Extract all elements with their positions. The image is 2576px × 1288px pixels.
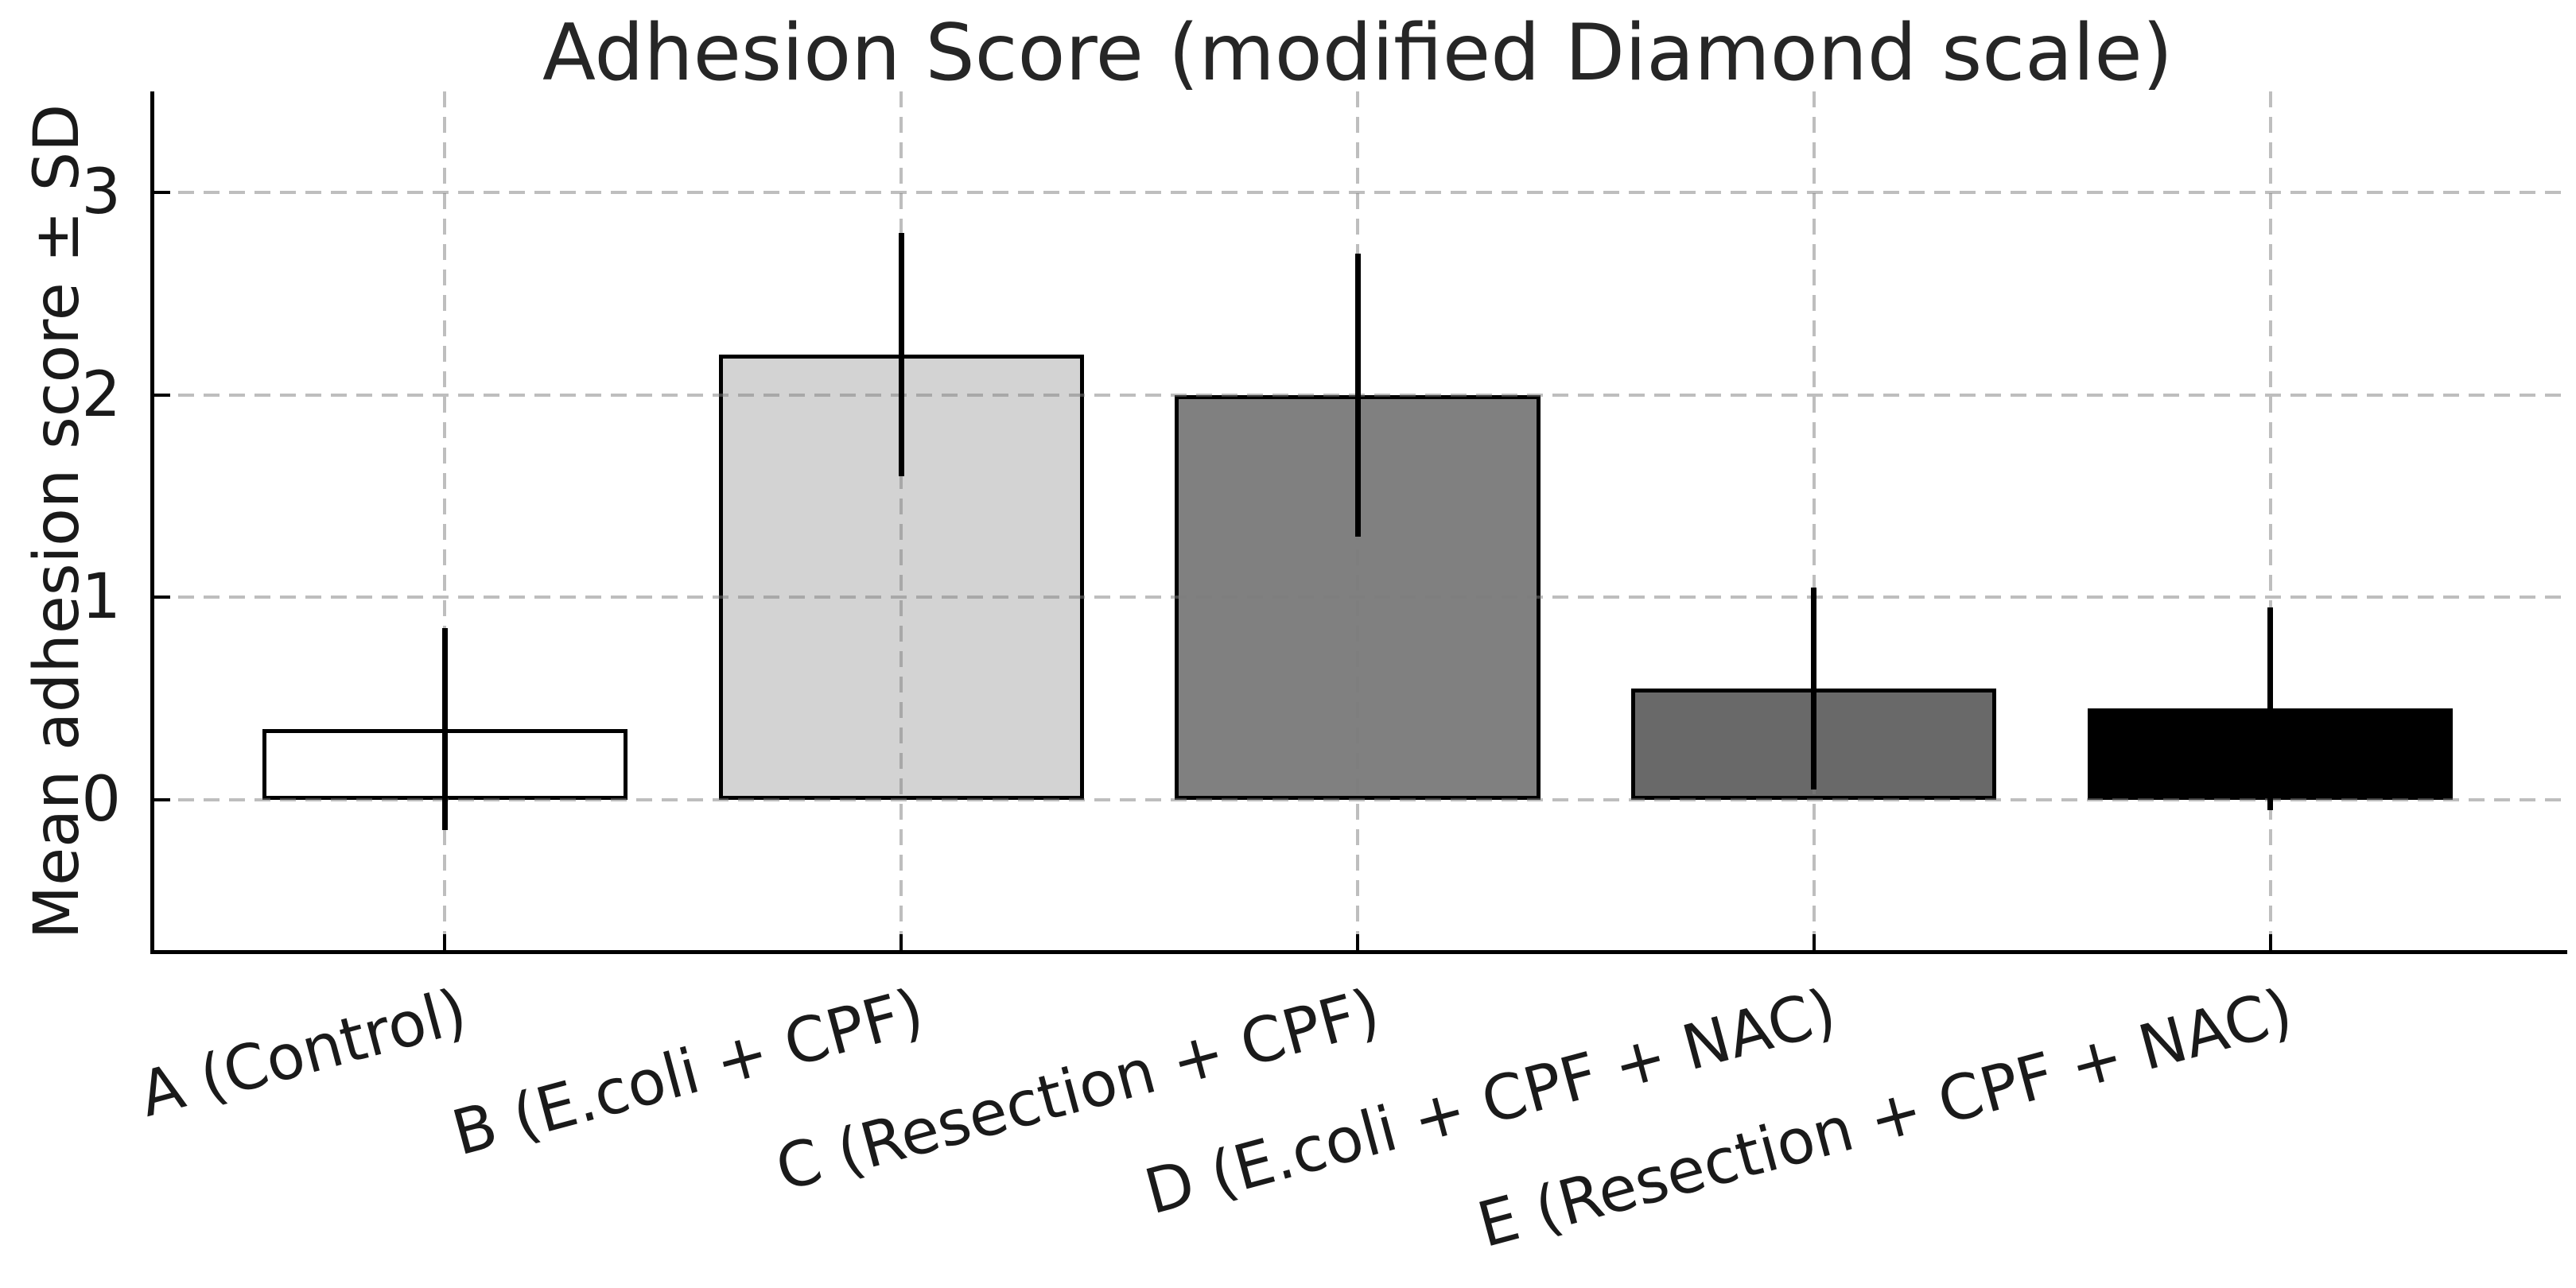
x-tick-mark-e [2268, 934, 2272, 952]
x-tick-mark-a [443, 934, 447, 952]
error-bar-a [441, 627, 448, 831]
gridline-x-b [899, 91, 903, 952]
x-tick-mark-c [1356, 934, 1359, 952]
gridline-x-d [1812, 91, 1816, 952]
error-bar-b [898, 233, 904, 476]
y-tick-mark-0 [153, 798, 170, 802]
y-tick-mark-3 [153, 191, 170, 195]
error-bar-e [2267, 607, 2274, 810]
y-tick-label-0: 0 [81, 764, 121, 836]
x-tick-label-a: A (Control) [132, 976, 475, 1131]
gridline-x-e [2268, 91, 2272, 952]
x-tick-label-e: E (Resection + CPF + NAC) [1471, 976, 2301, 1263]
gridline-x-a [443, 91, 447, 952]
x-tick-mark-b [899, 934, 903, 952]
y-tick-mark-1 [153, 596, 170, 599]
chart-title: Adhesion Score (modified Diamond scale) [542, 8, 2173, 99]
error-bar-d [1811, 587, 1817, 790]
error-bar-c [1354, 253, 1361, 537]
y-tick-label-2: 2 [81, 359, 121, 431]
y-tick-label-1: 1 [81, 561, 121, 634]
y-axis-spine [150, 91, 154, 954]
y-tick-mark-2 [153, 393, 170, 397]
y-tick-label-3: 3 [81, 157, 121, 229]
x-axis-spine [150, 950, 2567, 954]
x-tick-mark-d [1812, 934, 1816, 952]
